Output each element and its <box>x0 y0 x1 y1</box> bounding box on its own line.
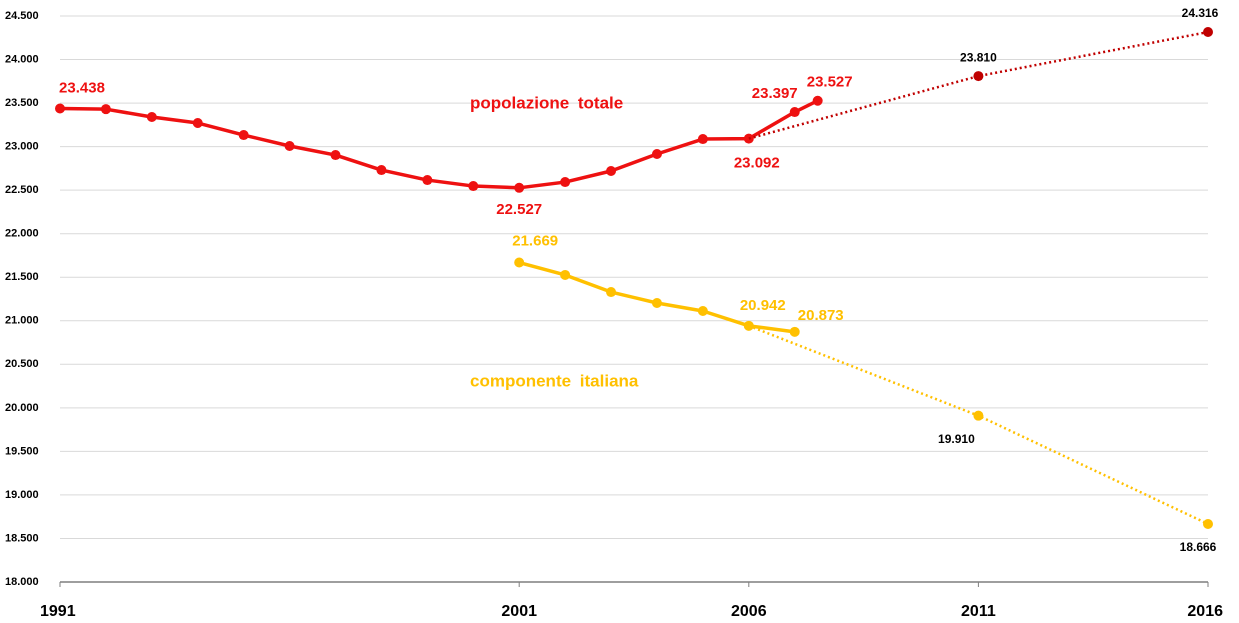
point <box>514 257 525 268</box>
point <box>697 306 708 317</box>
y-tick-label: 22.000 <box>5 228 39 240</box>
point <box>651 298 662 309</box>
point <box>789 107 800 118</box>
data-label: 19.910 <box>938 432 975 446</box>
point <box>100 104 111 115</box>
point <box>468 181 479 192</box>
y-tick-label: 20.500 <box>5 358 39 370</box>
point <box>422 175 433 186</box>
point <box>514 182 525 193</box>
point <box>812 95 823 106</box>
point <box>330 150 341 161</box>
data-label: 23.092 <box>734 155 780 172</box>
point <box>973 410 984 421</box>
point <box>1203 27 1213 38</box>
data-label: 24.316 <box>1182 6 1219 20</box>
y-tick-label: 22.500 <box>5 184 39 196</box>
point <box>192 118 203 129</box>
y-tick-label: 23.500 <box>5 97 39 109</box>
data-label: 20.942 <box>740 297 786 314</box>
x-tick-label: 2011 <box>961 603 996 620</box>
point <box>1203 519 1213 530</box>
data-label: 23.810 <box>960 50 997 64</box>
point <box>789 326 800 337</box>
x-tick-label: 2016 <box>1187 603 1223 620</box>
point <box>284 141 295 152</box>
point <box>606 165 617 176</box>
data-label: 23.438 <box>59 79 105 96</box>
y-tick-label: 19.500 <box>5 445 39 457</box>
y-tick-label: 20.000 <box>5 402 39 414</box>
y-tick-label: 23.000 <box>5 141 39 153</box>
data-label: 18.666 <box>1180 540 1217 554</box>
line <box>59 99 819 190</box>
y-tick-label: 24.500 <box>5 10 39 22</box>
line <box>748 324 1209 526</box>
point <box>238 130 249 141</box>
y-tick-label: 24.000 <box>5 53 39 65</box>
point <box>560 177 571 188</box>
y-tick-label: 19.000 <box>5 489 39 501</box>
point <box>651 149 662 160</box>
y-tick-label: 18.500 <box>5 532 39 544</box>
point <box>146 112 157 123</box>
annotation: componente italiana <box>470 371 639 390</box>
point <box>606 287 617 298</box>
point <box>55 103 65 114</box>
x-tick-label: 2006 <box>731 603 767 620</box>
y-tick-label: 21.500 <box>5 271 39 283</box>
x-tick-label: 1991 <box>40 603 76 620</box>
data-label: 23.527 <box>807 74 853 91</box>
y-tick-label: 21.000 <box>5 315 39 327</box>
y-tick-label: 18.000 <box>5 576 39 588</box>
point <box>973 71 984 82</box>
data-label: 21.669 <box>512 232 558 249</box>
point <box>560 269 571 280</box>
data-label: 22.527 <box>496 201 542 218</box>
x-tick-label: 2001 <box>501 603 537 620</box>
annotation: popolazione totale <box>470 93 623 112</box>
point <box>697 134 708 145</box>
data-label: 23.397 <box>752 85 798 102</box>
point <box>376 165 387 176</box>
data-label: 20.873 <box>798 307 844 324</box>
